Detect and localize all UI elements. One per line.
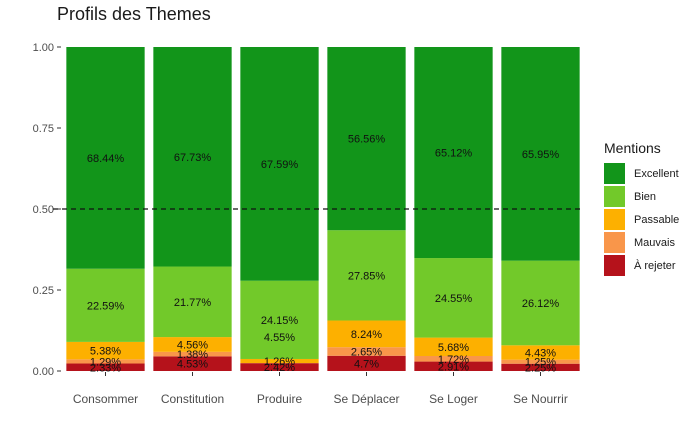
bar-segment: [66, 341, 145, 360]
legend-label: Bien: [634, 190, 657, 203]
bar-segment: [66, 359, 145, 364]
legend-swatch: [604, 209, 625, 230]
data-label: 1.29%: [90, 356, 121, 368]
bars: [66, 47, 580, 371]
bar-segment: [327, 47, 406, 231]
legend-item: Passable: [604, 208, 679, 231]
data-label: 1.26%: [264, 356, 295, 368]
chart-title: Profils des Themes: [57, 4, 211, 24]
bar-segment: [327, 230, 406, 321]
bar-segment: [501, 47, 580, 261]
data-label: 4.7%: [354, 358, 379, 370]
bar-segment: [414, 361, 493, 371]
bar-segment: [414, 47, 493, 259]
bar-segment: [501, 359, 580, 364]
data-label: 1.38%: [177, 349, 208, 361]
data-label: 22.59%: [87, 300, 125, 312]
bar-segment: [66, 363, 145, 371]
legend-items: Excellent Bien Passable Mauvais À rejeter: [604, 162, 679, 277]
legend-title: Mentions: [604, 140, 661, 156]
bar-segment: [153, 47, 232, 267]
legend-label: Mauvais: [634, 236, 675, 249]
x-tick-label: Produire: [257, 392, 303, 406]
legend-label: Excellent: [634, 167, 679, 180]
bar-segment: [153, 337, 232, 352]
data-label: 65.95%: [522, 149, 560, 161]
x-tick-label: Consommer: [73, 392, 138, 406]
y-tick-label: 0.25: [33, 285, 54, 297]
x-tick-label: Se Nourrir: [513, 392, 568, 406]
data-label: 2.25%: [525, 362, 556, 374]
data-label: 1.72%: [438, 354, 469, 366]
bar-segment: [240, 363, 319, 371]
bar-segment: [240, 358, 319, 364]
x-tick-label: Constitution: [161, 392, 224, 406]
bar-segment: [240, 280, 319, 359]
bar-segment: [153, 351, 232, 357]
y-tick-label: 1.00: [33, 42, 54, 54]
data-label: 56.56%: [348, 134, 386, 146]
legend-swatch: [604, 232, 625, 253]
data-label: 21.77%: [174, 297, 212, 309]
data-label: 8.24%: [351, 329, 382, 341]
bar-segment: [501, 363, 580, 371]
y-tick-label: 0.50: [33, 204, 54, 216]
data-label: 2.65%: [351, 346, 382, 358]
data-label: 2.42%: [264, 362, 295, 374]
y-tick-label: 0.75: [33, 123, 54, 135]
bar-segment: [414, 337, 493, 356]
data-label: 1.25%: [525, 357, 556, 369]
legend-item: À rejeter: [604, 254, 679, 277]
legend-item: Mauvais: [604, 231, 679, 254]
bar-segment: [501, 260, 580, 346]
bar-segment: [327, 320, 406, 348]
legend: Mentions Excellent Bien Passable Mauvais À r…: [604, 140, 679, 277]
data-label: 4.53%: [177, 359, 208, 371]
legend-swatch: [604, 186, 625, 207]
data-label: 2.91%: [438, 361, 469, 373]
bar-segment: [327, 347, 406, 356]
data-label: 67.59%: [261, 159, 299, 171]
legend-label: Passable: [634, 213, 680, 226]
legend-swatch: [604, 255, 625, 276]
data-label: 5.68%: [438, 342, 469, 354]
bar-segment: [153, 356, 232, 371]
data-label: 68.44%: [87, 153, 125, 165]
data-labels: 2.33%1.29%5.38%22.59%68.44%4.53%1.38%4.5…: [87, 134, 560, 375]
data-label: 26.12%: [522, 298, 560, 310]
x-axis: Consommer Constitution Produire Se Déplacer…: [73, 372, 568, 406]
data-label: 5.38%: [90, 346, 121, 358]
bar-segment: [414, 355, 493, 362]
bar-segment: [414, 258, 493, 338]
y-axis: 0.00 0.25 0.50 0.75 1.00: [33, 42, 61, 378]
y-tick-label: 0.00: [33, 366, 54, 378]
x-tick-label: Se Déplacer: [333, 392, 399, 406]
legend-item: Bien: [604, 185, 679, 208]
data-label: 4.55%: [264, 332, 295, 344]
data-label: 65.12%: [435, 148, 473, 160]
data-label: 67.73%: [174, 152, 212, 164]
data-label: 4.43%: [525, 347, 556, 359]
legend-item: Excellent: [604, 162, 679, 185]
data-label: 4.56%: [177, 339, 208, 351]
legend-swatch: [604, 163, 625, 184]
x-tick-label: Se Loger: [429, 392, 478, 406]
bar-segment: [240, 47, 319, 281]
legend-label: À rejeter: [634, 259, 676, 272]
bar-segment: [153, 266, 232, 338]
bar-segment: [327, 355, 406, 371]
data-label: 24.15%: [261, 315, 299, 327]
data-label: 24.55%: [435, 293, 473, 305]
data-label: 2.33%: [90, 362, 121, 374]
bar-segment: [66, 47, 145, 269]
data-label: 27.85%: [348, 270, 386, 282]
bar-segment: [66, 268, 145, 342]
bar-segment: [501, 345, 580, 360]
